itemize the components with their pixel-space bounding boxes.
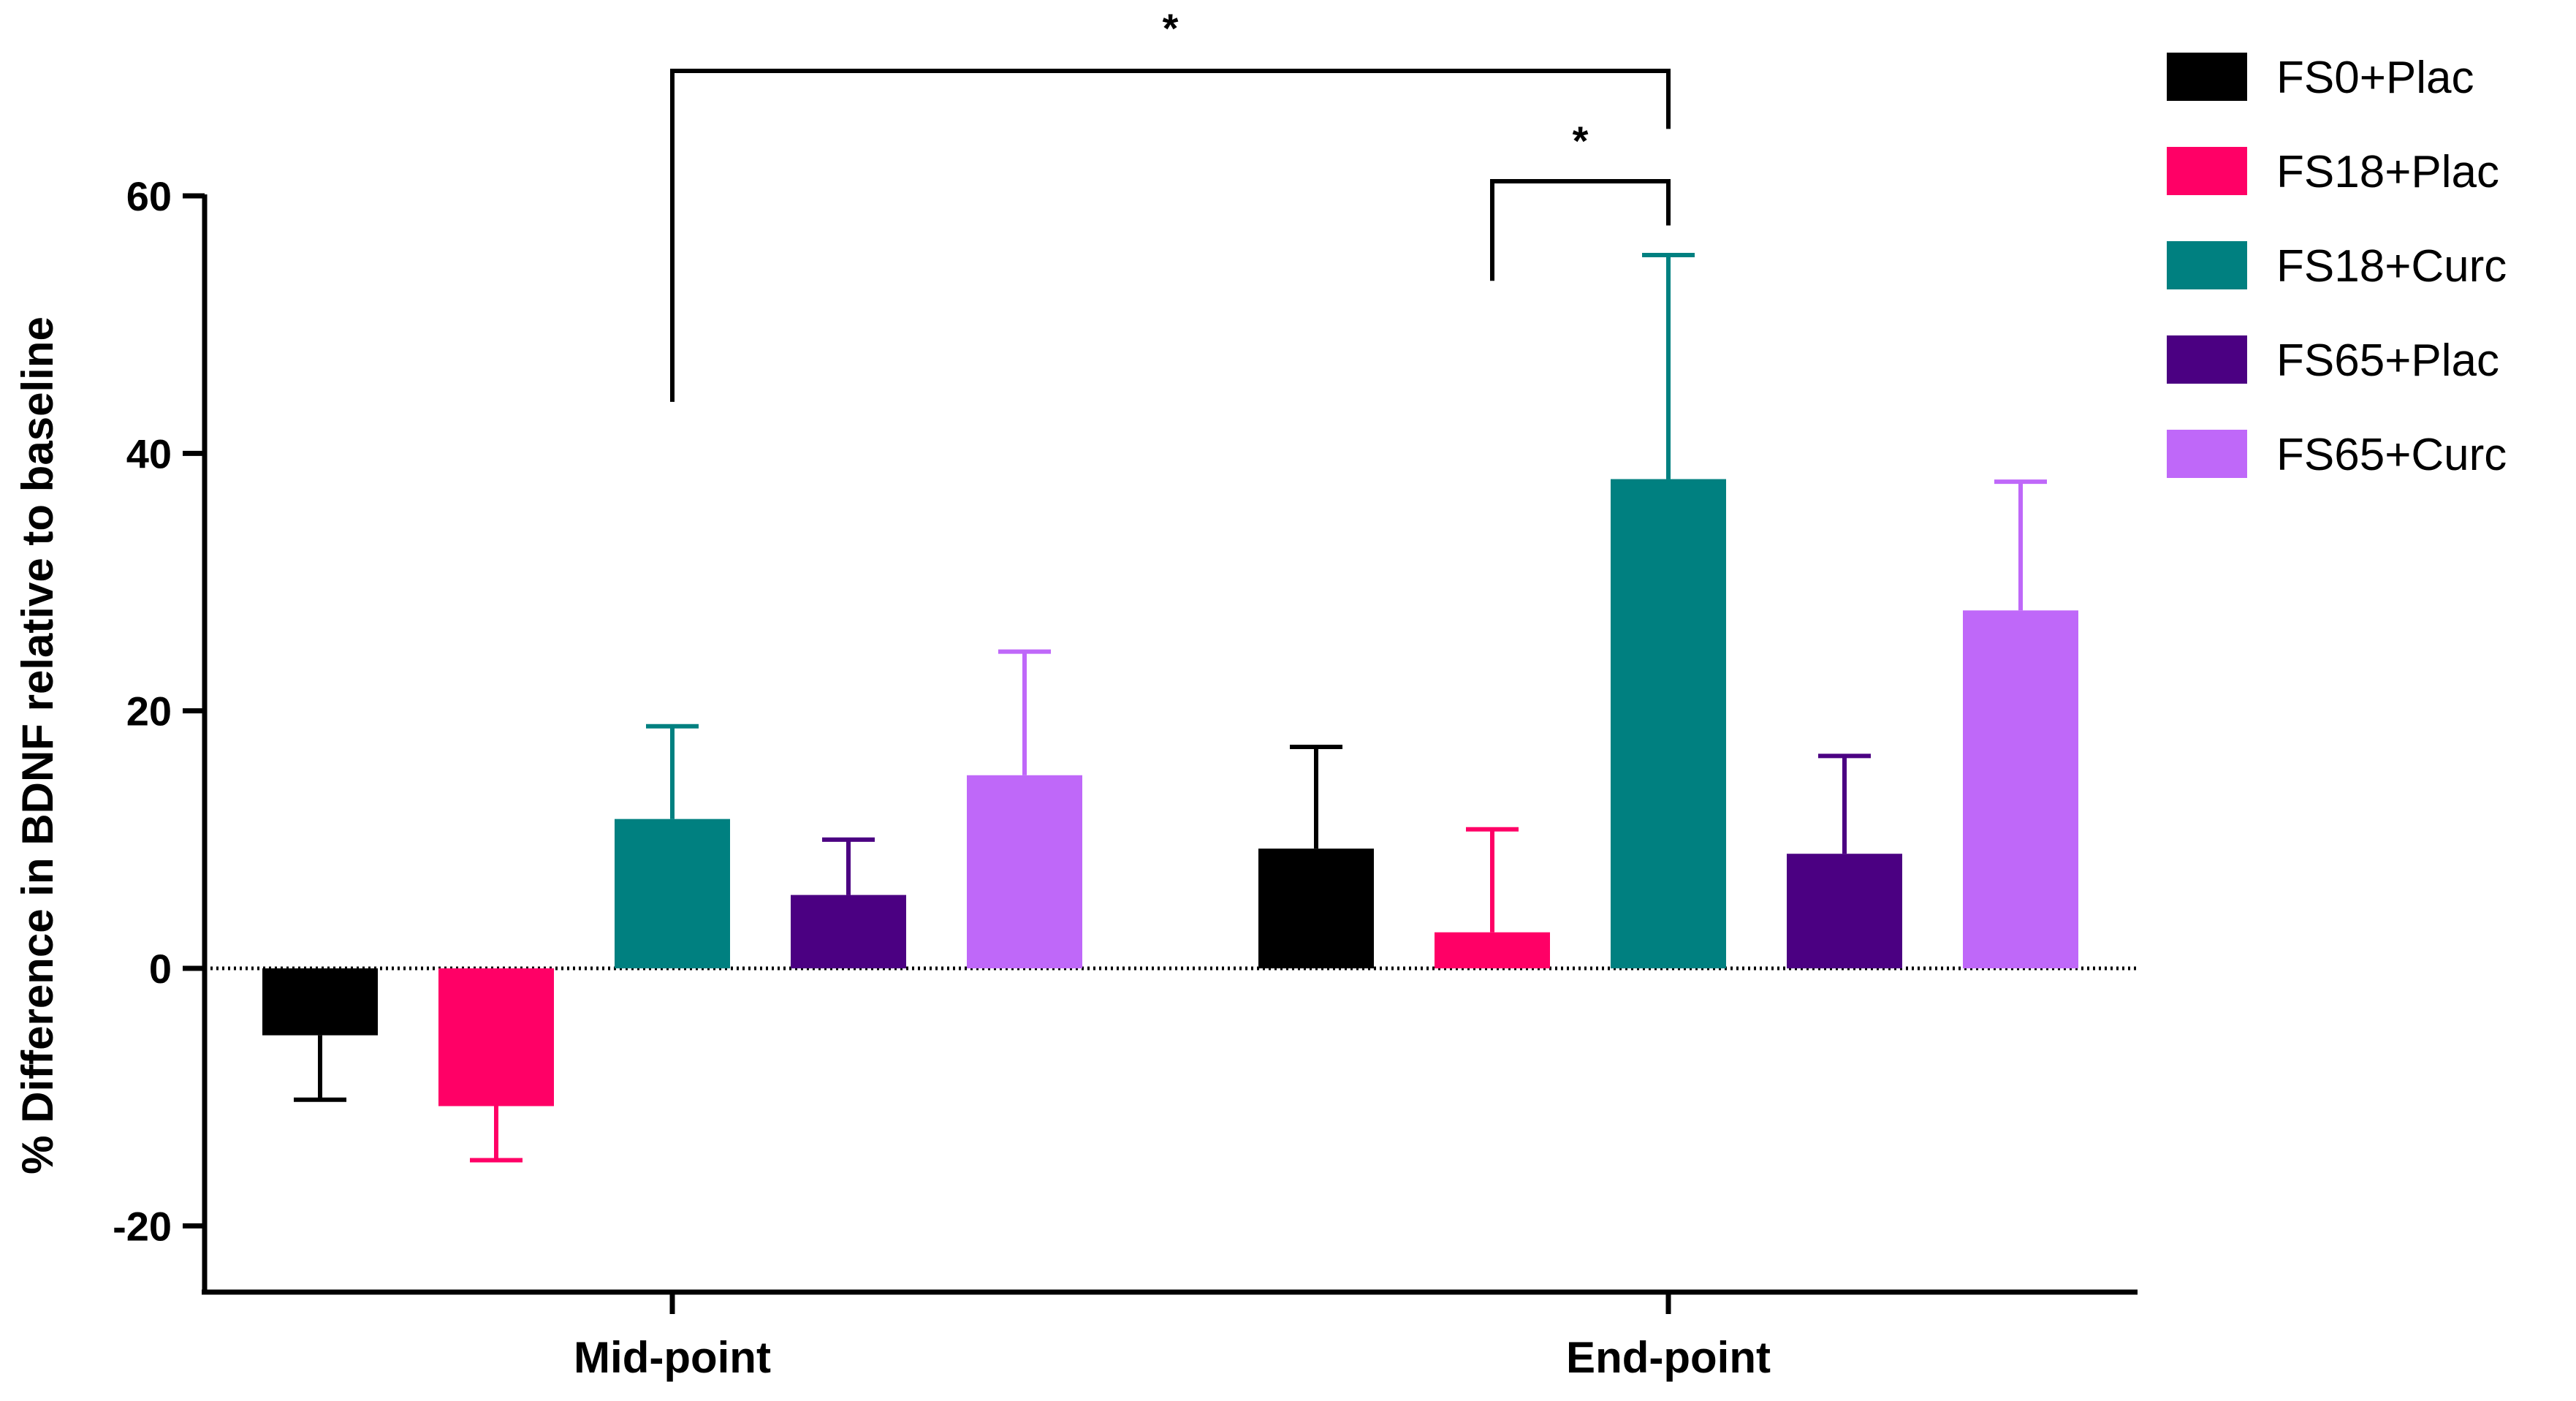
bar-fs65-curc-end-point (1963, 610, 2078, 968)
significance-brackets: ** (670, 5, 1671, 402)
legend-label: FS0+Plac (2276, 53, 2474, 103)
significance-bracket (1490, 179, 1671, 281)
error-bars (294, 253, 2047, 1163)
x-category-label: End-point (1566, 1333, 1771, 1382)
significance-label: * (1573, 118, 1589, 164)
bar-fs18-curc-mid-point (615, 819, 730, 968)
legend-label: FS65+Curc (2276, 430, 2507, 480)
bar-fs0-plac-mid-point (262, 968, 378, 1036)
y-tick-label: 40 (126, 430, 172, 477)
legend-label: FS18+Curc (2276, 241, 2507, 292)
legend-swatch (2167, 147, 2247, 195)
x-category-label: Mid-point (574, 1333, 771, 1382)
bar-fs18-plac-mid-point (438, 968, 554, 1106)
bar-fs18-plac-end-point (1435, 932, 1550, 968)
legend-label: FS65+Plac (2276, 335, 2499, 386)
significance-label: * (1163, 5, 1179, 51)
bar-fs65-plac-end-point (1787, 854, 1902, 968)
legend: FS0+Plac FS18+Plac FS18+Curc FS65+Plac FS65+… (2167, 53, 2507, 480)
legend-swatch (2167, 335, 2247, 384)
significance-bracket (670, 69, 1671, 402)
y-tick-label: 20 (126, 688, 172, 734)
bars (262, 479, 2078, 1106)
y-axis-title: % Difference in BDNF relative to baselin… (13, 316, 62, 1174)
bar-fs18-curc-end-point (1611, 479, 1726, 968)
bar-fs65-plac-mid-point (791, 895, 906, 968)
legend-swatch (2167, 430, 2247, 478)
legend-label: FS18+Plac (2276, 147, 2499, 197)
y-tick-label: -20 (113, 1203, 172, 1249)
bar-fs0-plac-end-point (1258, 848, 1374, 968)
y-tick-label: 0 (149, 946, 172, 992)
legend-swatch (2167, 241, 2247, 289)
legend-swatch (2167, 53, 2247, 101)
y-tick-label: 60 (126, 173, 172, 219)
bar-fs65-curc-mid-point (967, 775, 1082, 968)
